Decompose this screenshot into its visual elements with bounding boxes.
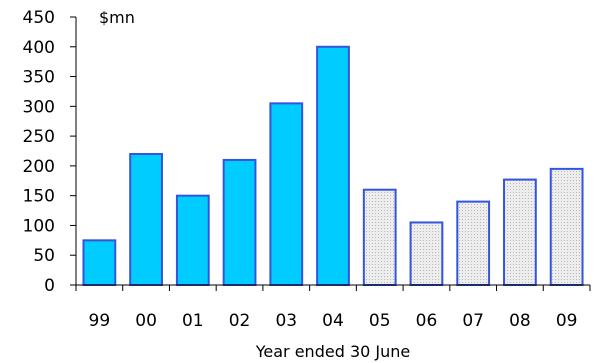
bar-actual-03 bbox=[269, 102, 304, 286]
bar-forecast-08 bbox=[503, 178, 537, 286]
bar-actual-99 bbox=[82, 239, 117, 286]
x-tick-label: 99 bbox=[89, 311, 111, 331]
bar-forecast-09 bbox=[549, 167, 584, 286]
y-tick-label: 400 bbox=[23, 38, 55, 58]
y-tick-label: 150 bbox=[23, 187, 55, 207]
x-tick-label: 04 bbox=[322, 311, 344, 331]
y-tick-label: 450 bbox=[23, 8, 55, 28]
x-tick-label: 09 bbox=[556, 311, 578, 331]
x-axis-ticks: 99 00 01 02 03 04 05 06 07 08 09 bbox=[75, 285, 591, 331]
x-tick-label: 01 bbox=[182, 311, 204, 331]
y-tick-label: 350 bbox=[23, 68, 55, 88]
unit-label: $mn bbox=[99, 8, 135, 27]
x-tick-label: 02 bbox=[229, 311, 251, 331]
bar-forecast-05 bbox=[362, 188, 397, 286]
y-axis-ticks: 0 50 100 150 200 250 300 350 400 450 bbox=[23, 8, 76, 296]
x-tick-label: 06 bbox=[416, 311, 438, 331]
x-axis-title: Year ended 30 June bbox=[255, 342, 410, 361]
y-tick-label: 50 bbox=[33, 246, 55, 266]
bar-actual-04 bbox=[316, 45, 350, 287]
bar-forecast-07 bbox=[456, 200, 491, 286]
bar-actual-00 bbox=[129, 152, 163, 286]
x-tick-label: 07 bbox=[462, 311, 484, 331]
y-tick-label: 100 bbox=[23, 216, 55, 236]
y-tick-label: 200 bbox=[23, 157, 55, 177]
x-tick-label: 00 bbox=[135, 311, 157, 331]
bar-actual-01 bbox=[175, 194, 210, 287]
x-tick-label: 03 bbox=[275, 311, 297, 331]
y-tick-label: 0 bbox=[44, 276, 55, 296]
y-tick-label: 250 bbox=[23, 127, 55, 147]
bar-forecast-06 bbox=[409, 221, 444, 286]
bar-actual-02 bbox=[222, 158, 257, 286]
x-tick-label: 08 bbox=[509, 311, 531, 331]
x-tick-label: 05 bbox=[369, 311, 391, 331]
bars bbox=[82, 45, 584, 287]
y-tick-label: 300 bbox=[23, 97, 55, 117]
